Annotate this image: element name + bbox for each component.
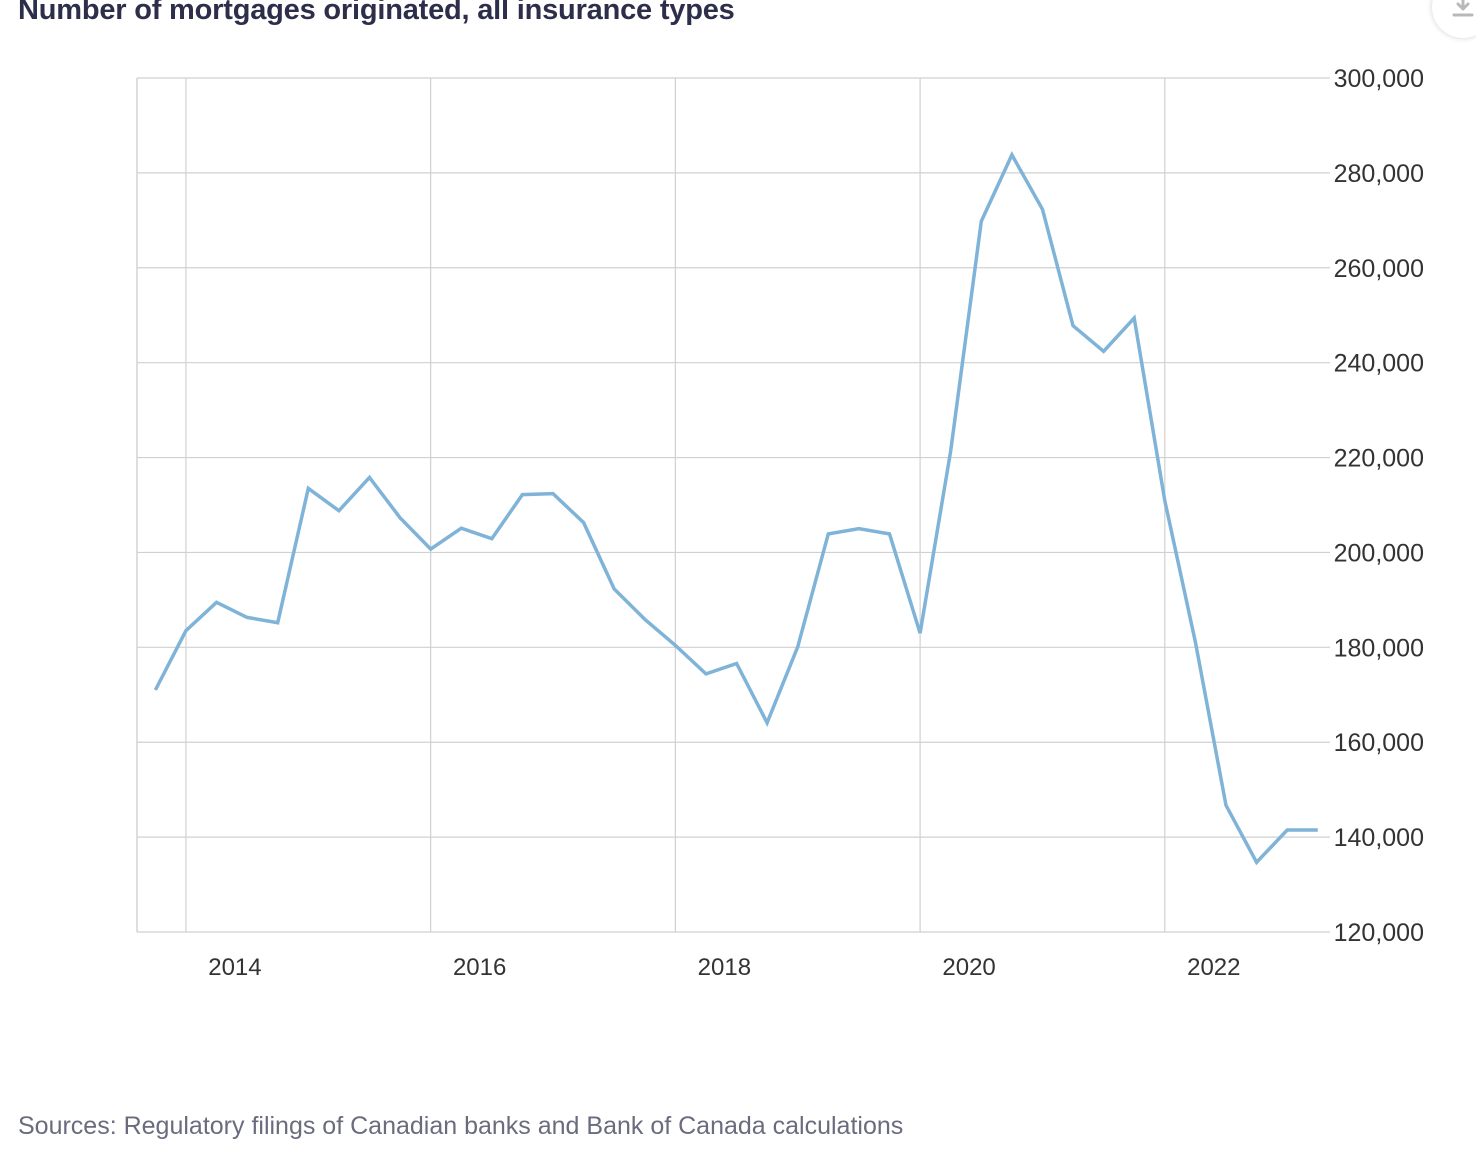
- x-tick-label: 2014: [208, 954, 261, 981]
- data-point[interactable]: [149, 684, 161, 696]
- data-point[interactable]: [180, 625, 192, 637]
- data-point[interactable]: [1159, 495, 1171, 507]
- y-tick-label: 300,000: [1334, 65, 1424, 93]
- data-point[interactable]: [761, 717, 773, 729]
- data-point[interactable]: [1189, 636, 1201, 648]
- y-tick-label: 280,000: [1334, 160, 1424, 188]
- y-tick-label: 200,000: [1334, 539, 1424, 567]
- data-point[interactable]: [211, 596, 223, 608]
- x-tick-label: 2022: [1187, 954, 1240, 981]
- data-point[interactable]: [272, 617, 284, 629]
- series-lines: [149, 149, 1324, 868]
- data-point[interactable]: [1281, 824, 1293, 836]
- data-point[interactable]: [975, 215, 987, 227]
- data-point[interactable]: [1067, 320, 1079, 332]
- data-point[interactable]: [1220, 799, 1232, 811]
- data-point[interactable]: [394, 512, 406, 524]
- data-point[interactable]: [516, 489, 528, 501]
- data-point[interactable]: [669, 639, 681, 651]
- data-point[interactable]: [608, 583, 620, 595]
- data-point[interactable]: [914, 627, 926, 639]
- data-point[interactable]: [578, 517, 590, 529]
- download-icon: [1452, 0, 1474, 17]
- grid-lines: [136, 77, 1330, 933]
- data-point[interactable]: [547, 488, 559, 500]
- data-point[interactable]: [822, 528, 834, 540]
- data-point[interactable]: [1312, 824, 1324, 836]
- data-point[interactable]: [884, 528, 896, 540]
- data-point[interactable]: [1036, 203, 1048, 215]
- axis-labels: 120,000 140,000 160,000 180,000 200,000 220,0…: [208, 65, 1424, 981]
- y-tick-label: 120,000: [1334, 919, 1424, 947]
- data-point[interactable]: [700, 668, 712, 680]
- y-tick-label: 260,000: [1334, 255, 1424, 283]
- series-line: [153, 151, 1318, 866]
- data-point[interactable]: [945, 445, 957, 457]
- x-tick-label: 2018: [698, 954, 751, 981]
- data-point[interactable]: [1006, 149, 1018, 161]
- data-point[interactable]: [333, 505, 345, 517]
- y-tick-label: 240,000: [1334, 350, 1424, 378]
- data-point[interactable]: [455, 522, 467, 534]
- chart-title: Number of mortgages originated, all insu…: [18, 0, 735, 26]
- data-point[interactable]: [241, 611, 253, 623]
- data-point[interactable]: [639, 613, 651, 625]
- data-point[interactable]: [1251, 856, 1263, 868]
- data-point[interactable]: [425, 543, 437, 555]
- y-tick-label: 220,000: [1334, 445, 1424, 473]
- y-tick-label: 180,000: [1334, 634, 1424, 662]
- data-point[interactable]: [486, 533, 498, 545]
- data-point[interactable]: [792, 641, 804, 653]
- x-tick-label: 2016: [453, 954, 506, 981]
- data-point[interactable]: [853, 523, 865, 535]
- data-point[interactable]: [363, 471, 375, 483]
- data-point[interactable]: [302, 482, 314, 494]
- x-tick-label: 2020: [942, 954, 995, 981]
- data-point[interactable]: [1098, 345, 1110, 357]
- data-point[interactable]: [1128, 312, 1140, 324]
- data-point[interactable]: [731, 657, 743, 669]
- y-tick-label: 160,000: [1334, 729, 1424, 757]
- source-note: Sources: Regulatory filings of Canadian …: [18, 1112, 904, 1140]
- y-tick-label: 140,000: [1334, 824, 1424, 852]
